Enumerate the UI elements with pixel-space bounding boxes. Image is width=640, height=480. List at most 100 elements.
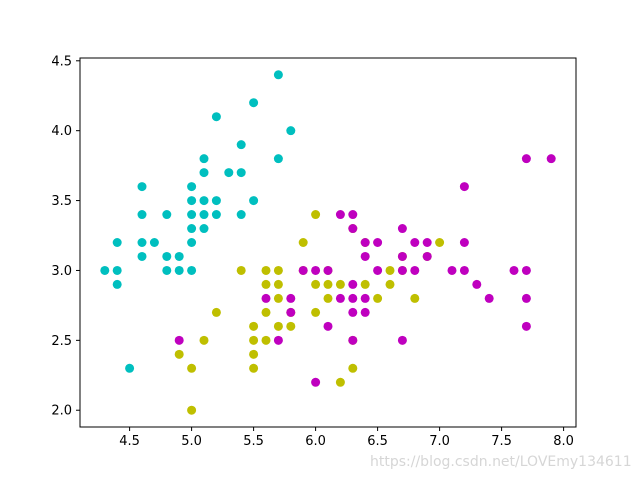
data-point [286, 307, 296, 317]
data-point [360, 238, 370, 247]
data-point [249, 98, 259, 108]
data-point [149, 238, 159, 247]
data-point [373, 265, 383, 275]
data-point [236, 168, 246, 178]
data-point [385, 265, 395, 275]
data-point [187, 405, 197, 415]
data-point [546, 154, 556, 164]
data-point [236, 265, 246, 275]
data-point [187, 265, 197, 275]
data-point [348, 335, 358, 345]
data-point [273, 154, 283, 164]
data-point [360, 307, 370, 317]
x-axis: 4.5 5.0 5.5 6.0 6.5 7.0 7.5 8.0 [119, 427, 574, 449]
data-point [162, 210, 172, 220]
data-point [459, 182, 469, 192]
data-point [323, 279, 333, 289]
data-point [385, 279, 395, 289]
data-point [137, 182, 147, 192]
data-point [311, 377, 321, 387]
data-point [435, 238, 445, 247]
data-point [249, 349, 259, 359]
data-point [410, 293, 420, 303]
data-point [236, 210, 246, 220]
data-point [211, 112, 221, 122]
data-point [348, 307, 358, 317]
data-point [311, 210, 321, 220]
data-point [397, 251, 407, 261]
data-point [236, 140, 246, 150]
data-point [162, 265, 172, 275]
data-point [261, 265, 271, 275]
data-point [249, 196, 259, 206]
data-point [286, 126, 296, 136]
data-point [187, 238, 197, 247]
data-point [211, 196, 221, 206]
data-point [311, 307, 321, 317]
data-point [311, 265, 321, 275]
data-point [521, 265, 531, 275]
data-point [199, 196, 209, 206]
data-point [397, 265, 407, 275]
data-point [397, 224, 407, 234]
data-point [211, 210, 221, 220]
plot-frame [79, 57, 577, 428]
data-point [112, 279, 122, 289]
watermark: https://blog.csdn.net/LOVEmy134611 [370, 454, 632, 470]
data-point [199, 224, 209, 234]
data-point [187, 182, 197, 192]
data-point [273, 279, 283, 289]
data-point [199, 210, 209, 220]
data-point [373, 238, 383, 247]
data-point [211, 307, 221, 317]
data-point [100, 265, 110, 275]
data-point [410, 238, 420, 247]
data-point [286, 293, 296, 303]
data-point [348, 279, 358, 289]
data-point [261, 335, 271, 345]
x-tick-label: 7.0 [429, 434, 450, 449]
data-point [224, 168, 234, 178]
data-point [311, 279, 321, 289]
data-point [199, 154, 209, 164]
data-point [521, 293, 531, 303]
y-tick-label: 2.0 [51, 404, 72, 419]
data-point [348, 363, 358, 373]
data-point [273, 321, 283, 331]
data-point [286, 321, 296, 331]
data-point [323, 265, 333, 275]
data-point [162, 251, 172, 261]
data-point [335, 377, 345, 387]
data-point [323, 321, 333, 331]
x-tick-label: 5.0 [181, 434, 202, 449]
data-point [410, 265, 420, 275]
data-point [249, 335, 259, 345]
data-point [373, 293, 383, 303]
data-point [521, 321, 531, 331]
data-point [187, 196, 197, 206]
data-points [100, 70, 556, 415]
data-point [298, 265, 308, 275]
data-point [261, 293, 271, 303]
data-point [187, 224, 197, 234]
x-tick-label: 8.0 [553, 434, 574, 449]
data-point [335, 293, 345, 303]
data-point [472, 279, 482, 289]
data-point [187, 210, 197, 220]
data-point [447, 265, 457, 275]
data-point [360, 251, 370, 261]
data-point [174, 265, 184, 275]
data-point [273, 265, 283, 275]
data-point [187, 363, 197, 373]
data-point [249, 321, 259, 331]
data-point [348, 210, 358, 220]
data-point [273, 335, 283, 345]
data-point [273, 70, 283, 80]
data-point [422, 251, 432, 261]
data-point [199, 335, 209, 345]
data-point [459, 265, 469, 275]
data-point [112, 265, 122, 275]
data-point [521, 154, 531, 164]
data-point [199, 168, 209, 178]
